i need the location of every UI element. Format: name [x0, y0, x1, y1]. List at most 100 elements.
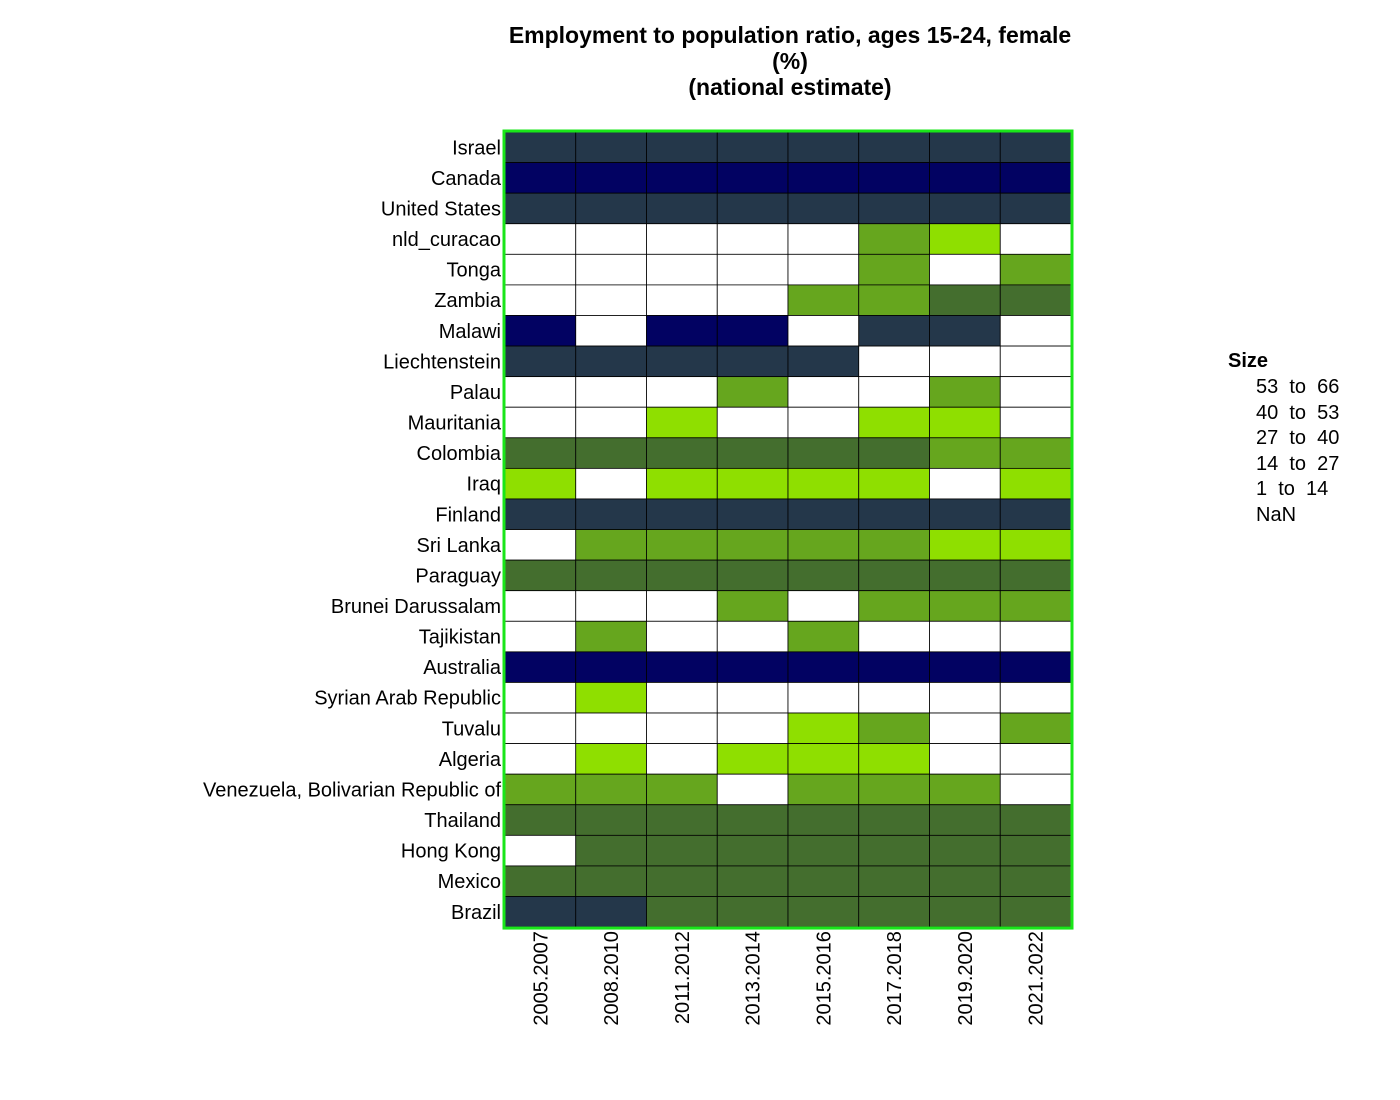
heatmap-cell: [999, 498, 1072, 530]
heatmap-cell: [716, 162, 789, 194]
heatmap-cell: [646, 865, 718, 897]
heatmap-cell: [716, 284, 789, 316]
heatmap-cell: [646, 773, 718, 806]
heatmap-cell: [504, 223, 577, 255]
heatmap-cell: [787, 345, 860, 378]
heatmap-cell: [929, 467, 1001, 500]
heatmap-cell: [646, 804, 718, 836]
heatmap-cell: [716, 743, 789, 775]
column-label: 2015.2016: [813, 931, 835, 1026]
legend-item: 1 to 14: [1256, 478, 1329, 501]
heatmap-cell: [858, 804, 930, 836]
heatmap-cell: [504, 559, 577, 592]
heatmap-cell: [858, 315, 930, 347]
heatmap-cell: [716, 804, 789, 836]
heatmap-cell: [999, 651, 1072, 683]
heatmap-cell: [716, 712, 789, 745]
heatmap-cell: [787, 834, 860, 867]
heatmap-cell: [716, 865, 789, 897]
chart-title-line-3: (national estimate): [688, 74, 892, 100]
column-label: 2011.2012: [672, 931, 694, 1024]
heatmap-cell: [504, 896, 577, 928]
heatmap-cell: [575, 131, 647, 163]
heatmap-cell: [999, 865, 1072, 897]
heatmap-cell: [929, 865, 1001, 897]
row-label: Thailand: [424, 810, 501, 832]
heatmap-cell: [999, 682, 1072, 714]
heatmap-cell: [646, 162, 718, 194]
heatmap-cell: [646, 192, 718, 225]
heatmap-cell: [716, 223, 789, 255]
heatmap-cell: [575, 498, 647, 530]
row-label: Iraq: [467, 474, 501, 496]
heatmap-cell: [504, 682, 577, 714]
heatmap-cell: [504, 651, 577, 683]
heatmap-cell: [646, 437, 718, 469]
heatmap-cell: [858, 345, 930, 378]
heatmap-cell: [716, 620, 789, 653]
heatmap-cell: [646, 315, 718, 347]
heatmap-cell: [716, 529, 789, 561]
heatmap-cell: [504, 590, 577, 622]
column-label: 2017.2018: [884, 931, 906, 1026]
heatmap-cell: [858, 834, 930, 867]
legend-item: 40 to 53: [1256, 401, 1340, 424]
heatmap-cell: [787, 498, 860, 530]
heatmap-cell: [999, 406, 1072, 439]
heatmap-cell: [646, 345, 718, 378]
heatmap-cell: [787, 773, 860, 806]
heatmap-cell: [575, 467, 647, 500]
heatmap-cell: [787, 804, 860, 836]
heatmap-cell: [999, 162, 1072, 194]
heatmap-cell: [858, 192, 930, 225]
heatmap-cell: [787, 131, 860, 163]
heatmap-cell: [858, 773, 930, 806]
heatmap-cell: [716, 315, 789, 347]
row-label: Hong Kong: [401, 841, 501, 863]
heatmap-cell: [575, 406, 647, 439]
heatmap-cell: [999, 315, 1072, 347]
heatmap-cell: [999, 284, 1072, 316]
heatmap-cell: [504, 131, 577, 163]
legend-item: 14 to 27: [1256, 452, 1340, 475]
heatmap-cell: [575, 590, 647, 622]
heatmap-cell: [999, 467, 1072, 500]
heatmap-cell: [787, 162, 860, 194]
chart-title: Employment to population ratio, ages 15-…: [390, 22, 1190, 100]
heatmap-cell: [646, 682, 718, 714]
heatmap-cell: [504, 437, 577, 469]
heatmap-cell: [646, 223, 718, 255]
heatmap-cell: [646, 712, 718, 745]
heatmap-cell: [504, 743, 577, 775]
row-label: Brazil: [451, 902, 501, 924]
heatmap-cell: [929, 773, 1001, 806]
heatmap-cell: [929, 834, 1001, 867]
heatmap-cell: [858, 712, 930, 745]
row-label: Israel: [452, 137, 501, 159]
heatmap-cell: [504, 834, 577, 867]
heatmap-cell: [858, 559, 930, 592]
heatmap-cell: [504, 162, 577, 194]
row-label: Colombia: [417, 443, 502, 465]
heatmap-cell: [646, 376, 718, 408]
heatmap-cell: [929, 192, 1001, 225]
heatmap-cell: [787, 467, 860, 500]
heatmap-cell: [787, 406, 860, 439]
heatmap-cell: [575, 682, 647, 714]
heatmap-cell: [858, 498, 930, 530]
heatmap-cell: [999, 773, 1072, 806]
heatmap-cell: [575, 315, 647, 347]
heatmap-cell: [787, 376, 860, 408]
heatmap-cell: [787, 896, 860, 928]
heatmap-cell: [716, 192, 789, 225]
row-label: Australia: [423, 657, 502, 679]
row-label: Finland: [435, 504, 501, 526]
row-label: United States: [381, 198, 501, 220]
heatmap-cell: [999, 345, 1072, 378]
heatmap-cell: [575, 620, 647, 653]
heatmap-cell: [575, 651, 647, 683]
heatmap-cell: [646, 284, 718, 316]
heatmap-cell: [929, 896, 1001, 928]
heatmap-cell: [858, 162, 930, 194]
row-label: Tonga: [447, 260, 502, 282]
